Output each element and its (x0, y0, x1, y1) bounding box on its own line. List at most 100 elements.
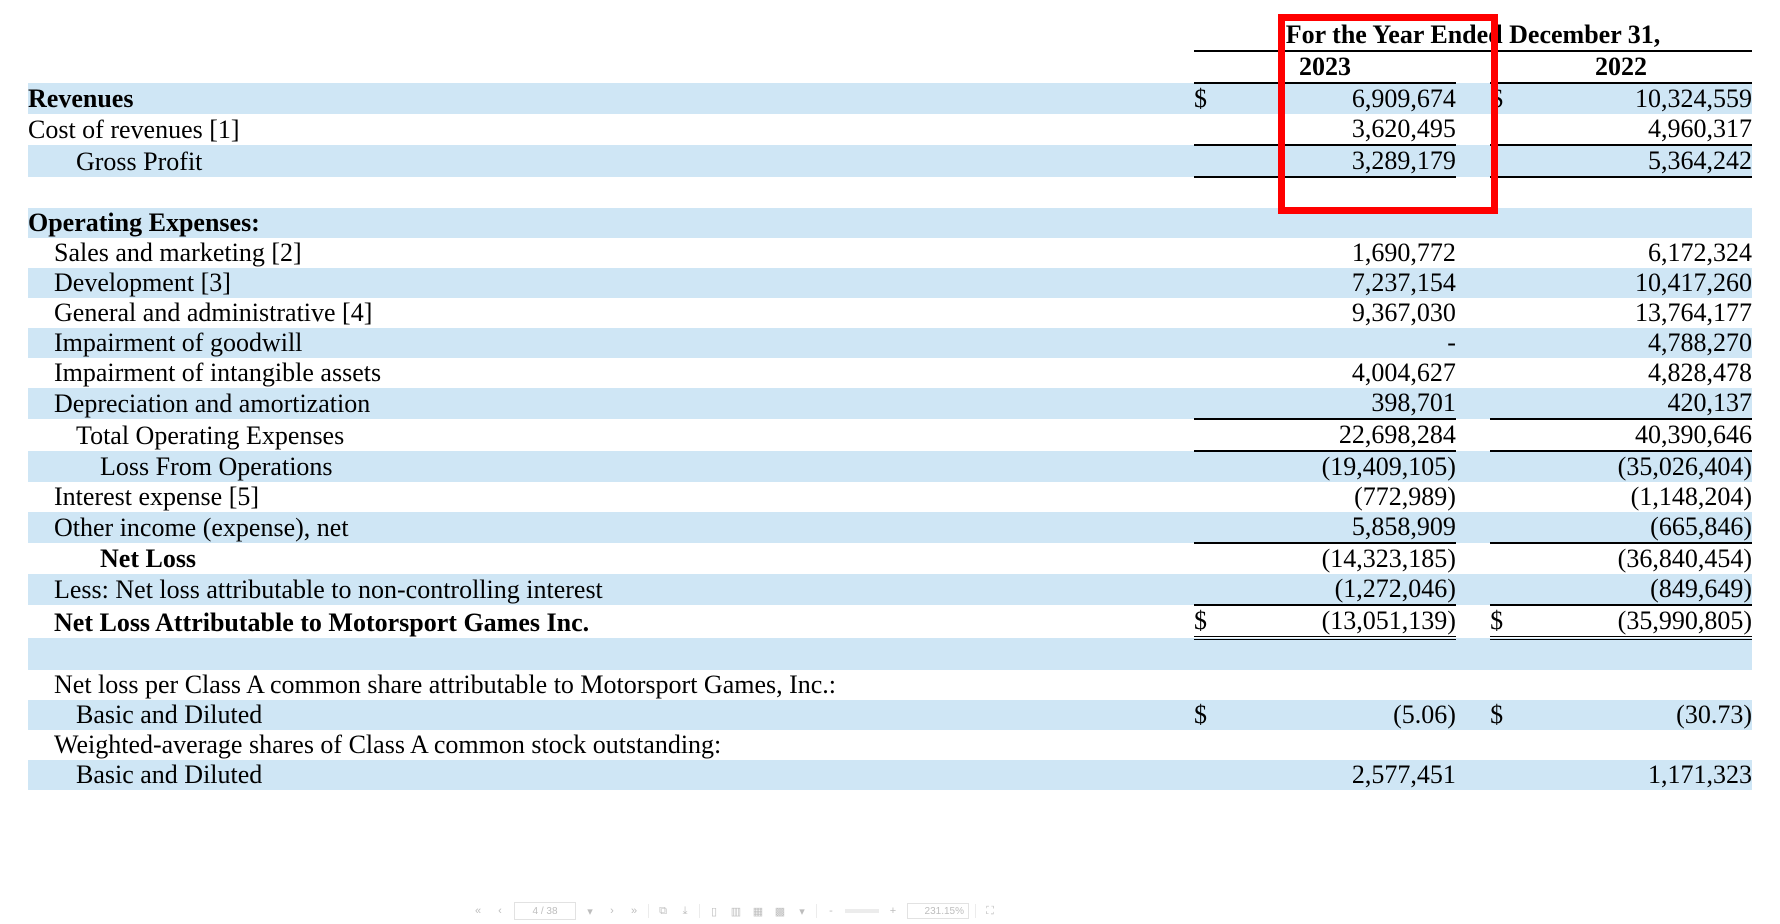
row-gross-profit: Gross Profit3,289,1795,364,242 (28, 145, 1752, 177)
val-2022-impair-goodwill: 4,788,270 (1648, 328, 1752, 357)
row-ga: General and administrative [4] 9,367,030 1… (28, 298, 1752, 328)
pdf-toolbar: « ‹ 4 / 38 ▾ › » ⧉ ⤓ ▯ ▥ ▦ ▩ ▾ - + 231.1… (470, 900, 998, 922)
val-2022-total-opex: 40,390,646 (1635, 420, 1752, 449)
financial-table: For the Year Ended December 31, 2023 202… (28, 20, 1752, 790)
val-2023-less-nci: (1,272,046) (1335, 574, 1456, 603)
val-2022-loss-from-ops: (35,026,404) (1618, 452, 1752, 481)
row-operating-expenses-hdr: Operating Expenses: (28, 208, 1752, 238)
period-header: For the Year Ended December 31, (1286, 20, 1661, 49)
row-impair-goodwill: Impairment of goodwill - 4,788,270 (28, 328, 1752, 358)
row-impair-intangible: Impairment of intangible assets 4,004,627… (28, 358, 1752, 388)
val-2022-revenues: 10,324,559 (1635, 84, 1752, 113)
label-revenues: Revenues (28, 84, 133, 113)
val-2022-eps-bd: (30.73) (1676, 700, 1752, 729)
val-2023-ga: 9,367,030 (1352, 298, 1456, 327)
label-total-opex: Total Operating Expenses (76, 421, 344, 450)
row-wavg-bd: Basic and Diluted2,577,4511,171,323 (28, 760, 1752, 790)
val-2023-eps-bd: (5.06) (1393, 700, 1456, 729)
label-dep-amort: Depreciation and amortization (54, 389, 370, 418)
row-spacer-2 (28, 638, 1752, 670)
dropdown-icon[interactable]: ▾ (582, 903, 598, 919)
prev-page-icon[interactable]: ‹ (492, 903, 508, 919)
label-net-loss-attr: Net Loss Attributable to Motorsport Game… (54, 608, 589, 637)
label-less-nci: Less: Net loss attributable to non-contr… (54, 575, 603, 604)
row-eps-hdr: Net loss per Class A common share attrib… (28, 670, 1752, 700)
val-2022-other-income: (665,846) (1650, 512, 1752, 541)
zoom-indicator[interactable]: 231.15% (907, 903, 969, 919)
label-eps-hdr: Net loss per Class A common share attrib… (54, 670, 836, 699)
val-2022-net-loss-attr: (35,990,805) (1618, 606, 1752, 635)
row-eps-bd: Basic and Diluted $ (5.06) $ (30.73) (28, 700, 1752, 730)
table-header-years-row: 2023 2022 (28, 51, 1752, 83)
more-icon[interactable]: ▾ (794, 903, 810, 919)
val-2023-interest-exp: (772,989) (1354, 482, 1456, 511)
val-2023-net-loss: (14,323,185) (1322, 544, 1456, 573)
val-2023-development: 7,237,154 (1352, 268, 1456, 297)
label-loss-from-ops: Loss From Operations (100, 452, 333, 481)
row-loss-from-ops: Loss From Operations(19,409,105)(35,026,… (28, 451, 1752, 482)
currency-symbol: $ (1490, 700, 1503, 729)
row-other-income: Other income (expense), net 5,858,909 (665… (28, 512, 1752, 543)
label-impair-goodwill: Impairment of goodwill (54, 328, 302, 357)
val-2022-wavg-bd: 1,171,323 (1648, 760, 1752, 789)
zoom-out-icon[interactable]: - (823, 903, 839, 919)
val-2023-net-loss-attr: (13,051,139) (1322, 606, 1456, 635)
val-2023-gross-profit: 3,289,179 (1352, 146, 1456, 175)
row-dep-amort: Depreciation and amortization 398,701 420,… (28, 388, 1752, 419)
row-net-loss-attr: Net Loss Attributable to Motorsport Game… (28, 605, 1752, 638)
label-eps-bd: Basic and Diluted (76, 700, 262, 729)
zoom-in-icon[interactable]: + (885, 903, 901, 919)
label-impair-intangible: Impairment of intangible assets (54, 358, 381, 387)
row-spacer-1 (28, 177, 1752, 208)
label-sales-marketing: Sales and marketing [2] (54, 238, 302, 267)
currency-symbol: $ (1194, 700, 1207, 729)
row-net-loss: Net Loss (14,323,185) (36,840,454) (28, 543, 1752, 574)
val-2022-impair-intangible: 4,828,478 (1648, 358, 1752, 387)
col-2023-header: 2023 (1299, 52, 1351, 81)
row-development: Development [3] 7,237,154 10,417,260 (28, 268, 1752, 298)
download-icon[interactable]: ⤓ (677, 903, 693, 919)
val-2023-other-income: 5,858,909 (1352, 512, 1456, 541)
fullscreen-icon[interactable]: ⛶ (982, 903, 998, 919)
first-page-icon[interactable]: « (470, 903, 486, 919)
row-interest-exp: Interest expense [5] (772,989) (1,148,204) (28, 482, 1752, 512)
page-indicator[interactable]: 4 / 38 (514, 902, 576, 920)
label-cost-of-revenues: Cost of revenues [1] (28, 115, 240, 144)
document-page: For the Year Ended December 31, 2023 202… (0, 0, 1780, 924)
next-page-icon[interactable]: › (604, 903, 620, 919)
col-2022-header: 2022 (1595, 52, 1647, 81)
view-two-page-icon[interactable]: ▦ (750, 903, 766, 919)
val-2023-sales-marketing: 1,690,772 (1352, 238, 1456, 267)
label-development: Development [3] (54, 268, 231, 297)
zoom-slider[interactable] (845, 909, 879, 913)
val-2022-interest-exp: (1,148,204) (1631, 482, 1752, 511)
val-2023-impair-goodwill: - (1447, 328, 1456, 357)
row-total-opex: Total Operating Expenses22,698,28440,390… (28, 419, 1752, 451)
row-cost-of-revenues: Cost of revenues [1] 3,620,495 4,960,317 (28, 114, 1752, 145)
val-2022-dep-amort: 420,137 (1668, 388, 1753, 417)
currency-symbol: $ (1490, 84, 1503, 113)
val-2023-wavg-bd: 2,577,451 (1352, 760, 1456, 789)
val-2023-cost-of-revenues: 3,620,495 (1352, 114, 1456, 143)
table-header-span-row: For the Year Ended December 31, (28, 20, 1752, 51)
copy-icon[interactable]: ⧉ (655, 903, 671, 919)
val-2023-revenues: 6,909,674 (1352, 84, 1456, 113)
val-2023-dep-amort: 398,701 (1371, 388, 1456, 417)
currency-symbol: $ (1194, 84, 1207, 113)
label-other-income: Other income (expense), net (54, 513, 349, 542)
label-operating-expenses-hdr: Operating Expenses: (28, 208, 260, 237)
val-2023-impair-intangible: 4,004,627 (1352, 358, 1456, 387)
label-ga: General and administrative [4] (54, 298, 372, 327)
val-2022-net-loss: (36,840,454) (1618, 544, 1752, 573)
val-2022-cost-of-revenues: 4,960,317 (1648, 114, 1752, 143)
label-net-loss: Net Loss (100, 544, 196, 573)
val-2022-ga: 13,764,177 (1635, 298, 1752, 327)
currency-symbol: $ (1490, 606, 1503, 635)
view-single-icon[interactable]: ▯ (706, 903, 722, 919)
view-continuous-icon[interactable]: ▥ (728, 903, 744, 919)
val-2022-development: 10,417,260 (1635, 268, 1752, 297)
view-grid-icon[interactable]: ▩ (772, 903, 788, 919)
label-interest-exp: Interest expense [5] (54, 482, 259, 511)
last-page-icon[interactable]: » (626, 903, 642, 919)
currency-symbol: $ (1194, 606, 1207, 635)
